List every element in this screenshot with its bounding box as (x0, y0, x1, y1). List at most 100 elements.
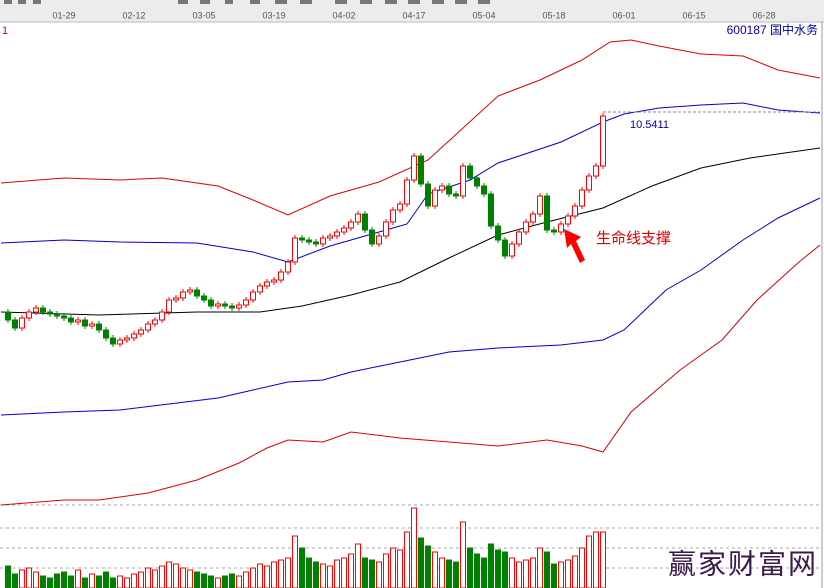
candle-body (417, 155, 424, 185)
candle-body (46, 311, 53, 315)
volume-bar (382, 553, 389, 588)
volume-bar (551, 563, 558, 588)
volume-bar (452, 561, 459, 588)
volume-bar (312, 561, 319, 588)
volume-bar (403, 531, 410, 588)
volume-bar (123, 577, 130, 588)
candle-body (263, 281, 270, 287)
candle-body (466, 165, 473, 179)
volume-bar (389, 547, 396, 588)
volume-bar (249, 567, 256, 588)
candle-body (396, 203, 403, 211)
candle-body (221, 303, 228, 307)
x-tick-label: 06-28 (752, 10, 775, 20)
x-tick-label: 04-17 (402, 10, 425, 20)
volume-bar (165, 561, 172, 588)
candle-body (102, 329, 109, 339)
volume-bar (46, 577, 53, 588)
candle-body (214, 303, 221, 307)
x-tick-label: 05-04 (472, 10, 495, 20)
candle-body (151, 319, 158, 325)
volume-bar (256, 563, 263, 588)
date-bar (0, 0, 824, 22)
candle-body (207, 299, 214, 307)
volume-bar (11, 573, 18, 588)
volume-bar (200, 573, 207, 588)
candle-body (74, 319, 81, 323)
volume-bar (158, 565, 165, 588)
candle-body (452, 193, 459, 197)
volume-bar (508, 557, 515, 588)
candle-body (494, 225, 501, 241)
band-line (0, 39, 821, 216)
volume-bar (466, 547, 473, 588)
x-tick-label: 03-05 (192, 10, 215, 20)
candle-body (347, 221, 354, 229)
volume-bar (277, 559, 284, 588)
volume-bar (88, 573, 95, 588)
candle-body (235, 304, 242, 309)
volume-bar (53, 573, 60, 588)
volume-bar (558, 561, 565, 588)
candle-body (445, 185, 452, 195)
volume-bar (81, 577, 88, 588)
volume-bar (600, 531, 607, 588)
candle-body (473, 177, 480, 187)
candle-body (487, 193, 494, 227)
candle-body (340, 227, 347, 233)
candle-body (18, 317, 25, 329)
toolbar-icons (4, 0, 490, 4)
volume-bar (144, 567, 151, 588)
candle-body (277, 271, 284, 281)
band-lines: 10.5411 (0, 39, 821, 506)
volume-bar (116, 575, 123, 588)
candle-body (536, 195, 543, 215)
candle-body (32, 307, 39, 313)
candle-body (431, 189, 438, 207)
volume-bar (298, 547, 305, 588)
candle-body (326, 235, 333, 239)
volume-bar (333, 559, 340, 588)
candle-body (25, 311, 32, 319)
candle-body (600, 115, 607, 167)
volume-bar (214, 577, 221, 588)
volume-bar (235, 575, 242, 588)
volume-bar (410, 507, 417, 588)
candle-body (172, 297, 179, 301)
volume-bar (151, 569, 158, 588)
candle-body (543, 195, 550, 231)
candle-body (459, 165, 466, 197)
volume-bar (67, 575, 74, 588)
candle-body (130, 333, 137, 339)
volume-bar (305, 557, 312, 588)
x-tick-label: 06-15 (682, 10, 705, 20)
candle-body (88, 323, 95, 327)
volume-bar (284, 557, 291, 588)
candle-body (67, 317, 74, 323)
volume-bar (515, 561, 522, 588)
volume-bar (501, 551, 508, 588)
volume-bar (32, 571, 39, 588)
volume-bar (396, 549, 403, 588)
candles (4, 113, 607, 347)
volume-bar (536, 547, 543, 588)
volume-bar (579, 547, 586, 588)
volume-bar (431, 551, 438, 588)
volume-bar (340, 557, 347, 588)
candle-body (95, 323, 102, 331)
candle-body (389, 209, 396, 223)
candle-body (565, 215, 572, 225)
price-line-label: 10.5411 (630, 119, 669, 131)
volume-bar (347, 553, 354, 588)
volume-bar (438, 557, 445, 588)
volume-bar (130, 573, 137, 588)
candle-body (551, 229, 558, 233)
candle-body (284, 261, 291, 273)
volume-bar (60, 571, 67, 588)
candle-body (158, 311, 165, 321)
volume-bar (494, 549, 501, 588)
volume-bar (361, 557, 368, 588)
candle-body (200, 295, 207, 301)
volume-bar (424, 545, 431, 588)
